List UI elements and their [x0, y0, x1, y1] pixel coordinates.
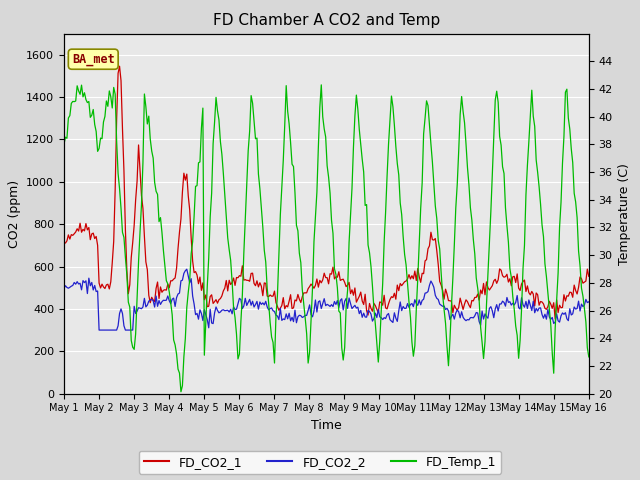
FD_CO2_2	[126, 327, 134, 333]
Title: FD Chamber A CO2 and Temp: FD Chamber A CO2 and Temp	[212, 13, 440, 28]
FD_Temp_1	[177, 389, 185, 395]
Line: FD_Temp_1: FD_Temp_1	[64, 85, 589, 392]
FD_CO2_2	[237, 297, 244, 302]
FD_CO2_1	[218, 293, 226, 299]
FD_CO2_1	[559, 304, 566, 310]
FD_CO2_2	[585, 299, 593, 305]
FD_Temp_1	[291, 190, 299, 195]
Y-axis label: Temperature (C): Temperature (C)	[618, 163, 631, 264]
FD_CO2_1	[126, 282, 134, 288]
FD_CO2_1	[60, 240, 68, 245]
FD_Temp_1	[218, 151, 226, 157]
FD_CO2_2	[559, 310, 566, 316]
FD_Temp_1	[125, 299, 132, 305]
FD_Temp_1	[585, 354, 593, 360]
FD_Temp_1	[60, 141, 68, 147]
X-axis label: Time: Time	[311, 419, 342, 432]
Y-axis label: CO2 (ppm): CO2 (ppm)	[8, 180, 20, 248]
FD_CO2_1	[244, 277, 252, 283]
FD_Temp_1	[244, 148, 252, 154]
FD_CO2_2	[246, 297, 253, 302]
FD_CO2_1	[236, 273, 243, 278]
Line: FD_CO2_1: FD_CO2_1	[64, 66, 589, 319]
Text: BA_met: BA_met	[72, 53, 115, 66]
FD_CO2_2	[95, 327, 103, 333]
FD_Temp_1	[559, 160, 566, 166]
FD_CO2_1	[116, 63, 124, 69]
FD_CO2_2	[220, 307, 227, 312]
FD_CO2_1	[585, 274, 593, 279]
FD_CO2_1	[291, 297, 299, 303]
FD_CO2_2	[292, 320, 300, 325]
FD_Temp_1	[317, 82, 325, 88]
FD_CO2_2	[183, 266, 191, 272]
FD_CO2_1	[551, 316, 559, 322]
FD_CO2_2	[60, 286, 68, 291]
Legend: FD_CO2_1, FD_CO2_2, FD_Temp_1: FD_CO2_1, FD_CO2_2, FD_Temp_1	[139, 451, 501, 474]
FD_Temp_1	[236, 351, 243, 357]
Line: FD_CO2_2: FD_CO2_2	[64, 269, 589, 330]
